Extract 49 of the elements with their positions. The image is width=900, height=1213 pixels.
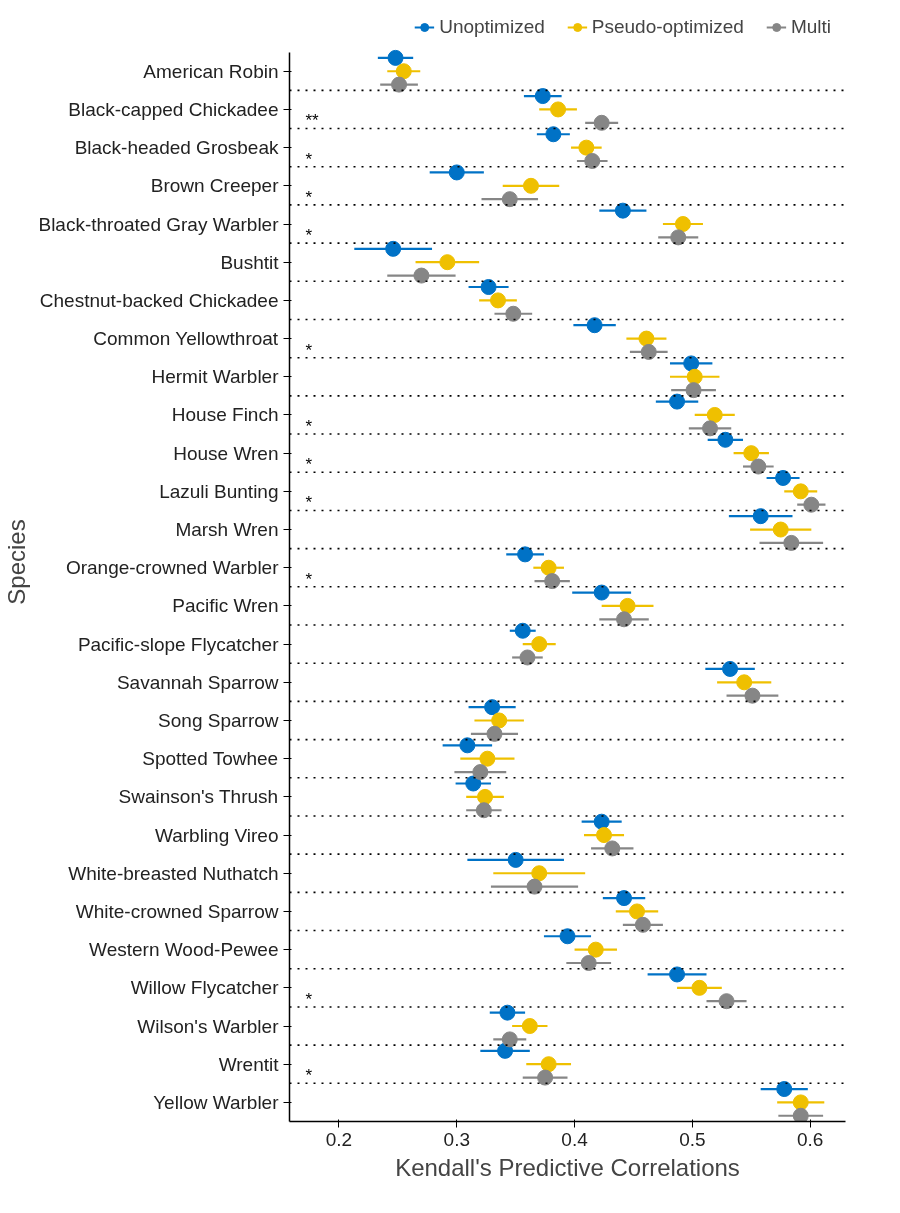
x-axis-title: Kendall's Predictive Correlations xyxy=(395,1153,740,1181)
y-tick-label: Black-throated Gray Warbler xyxy=(38,213,280,235)
x-tick-label: 0.6 xyxy=(796,1128,824,1150)
annotation: * xyxy=(305,187,313,207)
annotation: ** xyxy=(305,111,320,131)
y-tick-label: Savannah Sparrow xyxy=(116,671,279,693)
y-tick-label: Pacific Wren xyxy=(172,595,279,617)
y-tick-label: Common Yellowthroat xyxy=(93,328,279,350)
y-tick-label: White-breasted Nuthatch xyxy=(68,862,279,884)
y-tick-label: Warbling Vireo xyxy=(154,824,279,846)
y-tick-label: Bushtit xyxy=(220,251,280,273)
y-tick-label: White-crowned Sparrow xyxy=(75,900,279,922)
y-tick-label: Willow Flycatcher xyxy=(130,977,280,999)
x-tick-label: 0.2 xyxy=(325,1128,353,1150)
x-tick-label: 0.4 xyxy=(561,1128,589,1150)
annotation: * xyxy=(305,569,313,589)
annotation: * xyxy=(305,493,313,513)
x-tick-label: 0.3 xyxy=(443,1128,470,1150)
legend-label: Multi xyxy=(790,16,831,38)
annotation: * xyxy=(305,1066,313,1086)
y-tick-label: Brown Creeper xyxy=(150,175,280,197)
y-tick-label: Western Wood-Pewee xyxy=(89,939,279,961)
annotation: * xyxy=(305,149,313,169)
y-tick-label: Hermit Warbler xyxy=(151,366,280,388)
y-tick-label: Chestnut-backed Chickadee xyxy=(39,289,279,311)
y-tick-label: Wilson's Warbler xyxy=(137,1015,280,1037)
legend-label: Unoptimized xyxy=(439,16,545,38)
annotation: * xyxy=(305,989,313,1009)
y-tick-label: House Finch xyxy=(171,404,279,426)
y-tick-label: Spotted Towhee xyxy=(142,748,279,770)
annotation: * xyxy=(305,416,313,436)
annotation: * xyxy=(305,340,313,360)
y-tick-label: Swainson's Thrush xyxy=(118,786,279,808)
y-tick-label: Yellow Warbler xyxy=(153,1091,280,1113)
y-tick-label: House Wren xyxy=(173,442,279,464)
y-tick-label: Orange-crowned Warbler xyxy=(65,557,280,579)
x-tick-label: 0.5 xyxy=(679,1128,706,1150)
y-tick-label: American Robin xyxy=(143,60,279,82)
y-axis-title: Species xyxy=(3,519,31,605)
annotation: * xyxy=(305,225,313,245)
y-tick-label: Pacific-slope Flycatcher xyxy=(77,633,280,655)
y-tick-label: Lazuli Bunting xyxy=(159,480,279,502)
y-tick-label: Marsh Wren xyxy=(175,519,279,541)
y-tick-label: Wrentit xyxy=(218,1053,280,1075)
y-tick-label: Song Sparrow xyxy=(158,709,279,731)
y-tick-label: Black-capped Chickadee xyxy=(68,98,279,120)
legend-label: Pseudo-optimized xyxy=(591,16,744,38)
annotation: * xyxy=(305,455,313,475)
y-tick-label: Black-headed Grosbeak xyxy=(74,137,279,159)
